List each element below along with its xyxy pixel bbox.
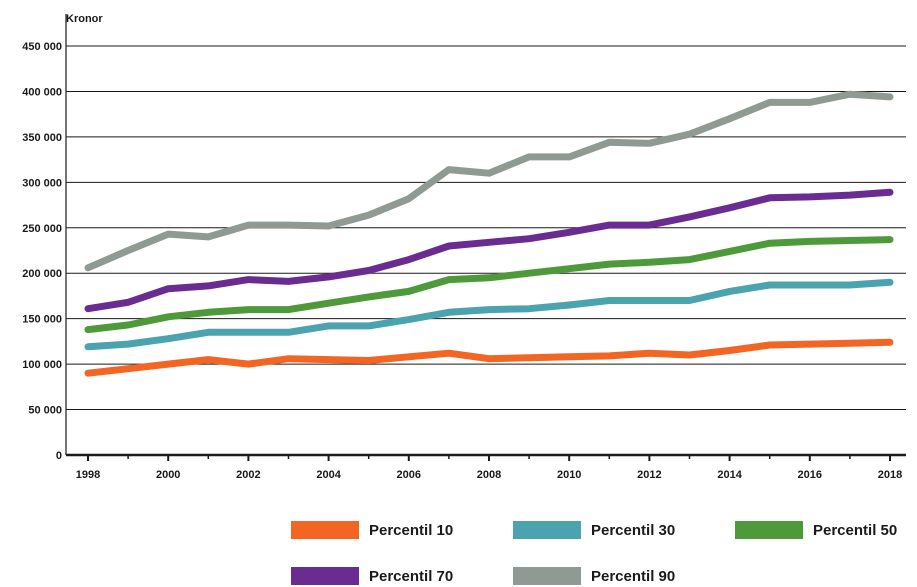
y-tick-label: 400 000 xyxy=(22,86,62,98)
y-tick-label: 300 000 xyxy=(22,177,62,189)
x-tick-label: 2000 xyxy=(156,469,180,481)
y-tick-label: 200 000 xyxy=(22,268,62,280)
y-tick-label: 100 000 xyxy=(22,359,62,371)
y-tick-label: 0 xyxy=(56,450,62,462)
y-tick-label: 350 000 xyxy=(22,132,62,144)
gridlines xyxy=(66,45,906,411)
x-tick-label: 2012 xyxy=(637,469,661,481)
x-tick-label: 2016 xyxy=(798,469,822,481)
x-tick-label: 2006 xyxy=(397,469,421,481)
x-tick-label: 2010 xyxy=(557,469,581,481)
y-tick-label: 150 000 xyxy=(22,314,62,326)
x-tick-label: 2018 xyxy=(878,469,902,481)
y-tick-label: 50 000 xyxy=(28,405,62,417)
x-tick-label: 2014 xyxy=(717,469,742,481)
series-line-percentil-30 xyxy=(84,278,894,351)
x-tick-label: 1998 xyxy=(76,469,100,481)
y-tick-label: 450 000 xyxy=(22,41,62,53)
series-line-percentil-90 xyxy=(84,90,894,272)
series-line-percentil-50 xyxy=(84,236,894,334)
y-axis-tick-labels: 0 50 000 100 000 150 000 200 000 250 000 300 0… xyxy=(22,41,62,462)
x-axis: 1998 2000 2002 2004 2006 2008 2010 2012 2014 2016… xyxy=(65,14,906,481)
series-line-percentil-70 xyxy=(84,188,894,313)
y-axis-unit-label: Kronor xyxy=(66,13,103,25)
x-tick-label: 2008 xyxy=(477,469,501,481)
x-tick-label: 2002 xyxy=(236,469,260,481)
y-tick-label: 250 000 xyxy=(22,223,62,235)
series-line-percentil-10 xyxy=(84,338,894,377)
series-lines xyxy=(84,90,894,377)
x-tick-label: 2004 xyxy=(316,469,341,481)
